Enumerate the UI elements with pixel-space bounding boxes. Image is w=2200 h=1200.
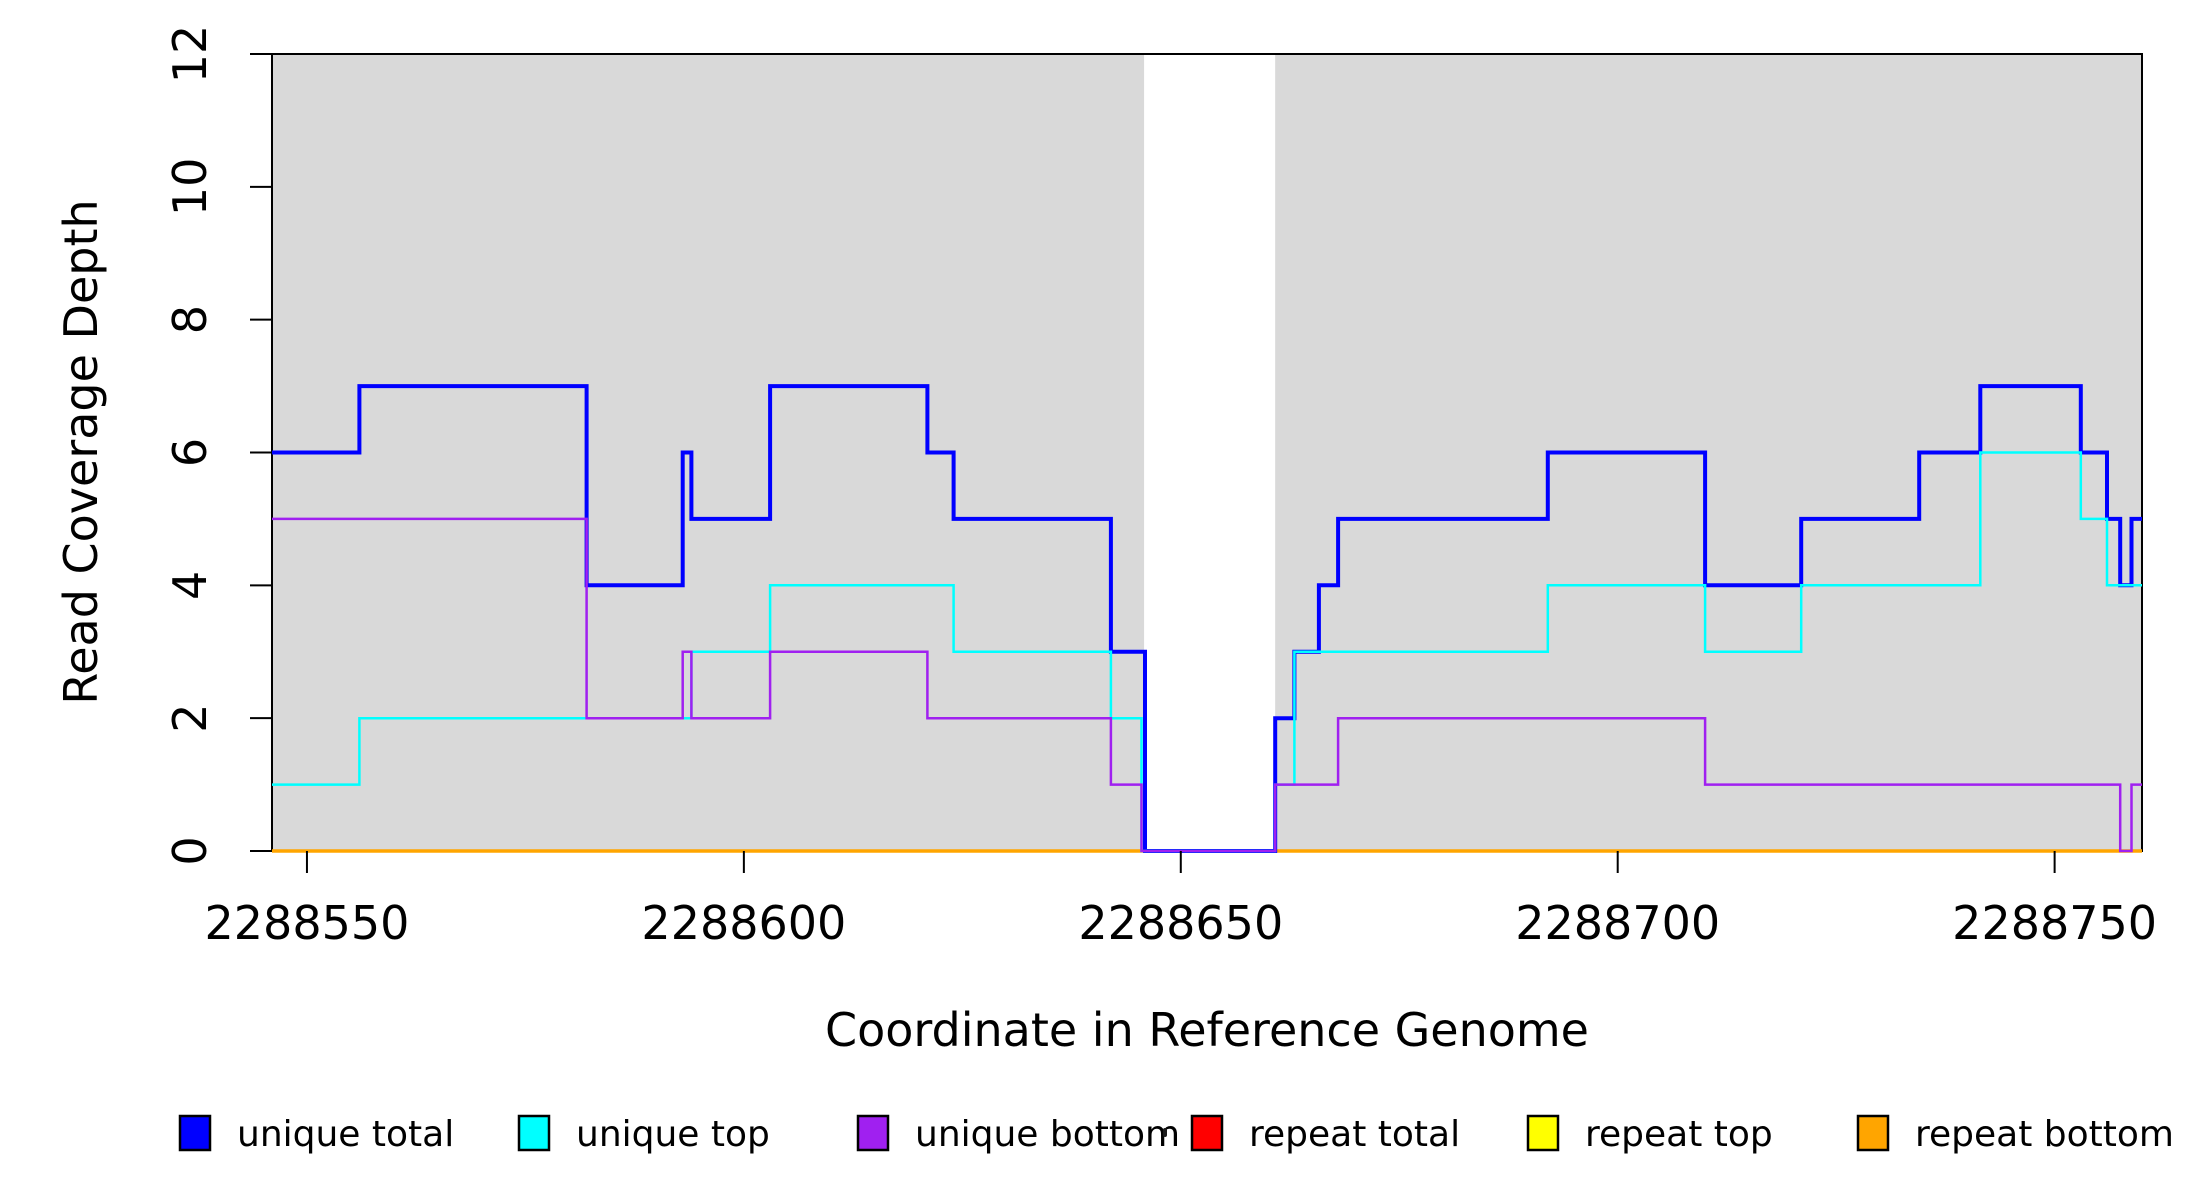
legend-label-unique-top: unique top	[576, 1114, 770, 1155]
legend-swatch-repeat-bottom	[1856, 1114, 1890, 1152]
x-axis-title: Coordinate in Reference Genome	[825, 1003, 1589, 1057]
y-tick-label: 8	[163, 305, 217, 334]
x-axis: 2288550 2288600 2288650 2288700 2288750	[205, 851, 2157, 950]
legend: unique total unique top unique bottom repea…	[178, 1114, 2174, 1155]
legend-label-repeat-bottom: repeat bottom	[1915, 1114, 2174, 1155]
legend-swatch-unique-bottom	[856, 1114, 890, 1152]
series-line-unique-bottom	[272, 517, 2142, 853]
legend-label-unique-total: unique total	[237, 1114, 454, 1155]
series-lines	[272, 384, 2142, 853]
shaded-region	[272, 54, 1145, 851]
y-tick-label: 4	[163, 571, 217, 600]
legend-swatch-unique-top	[517, 1114, 551, 1152]
x-tick-label: 2288650	[1078, 896, 1283, 950]
legend-label-repeat-top: repeat top	[1585, 1114, 1773, 1155]
legend-swatch-repeat-top	[1526, 1114, 1560, 1152]
legend-swatch-repeat-total	[1190, 1114, 1224, 1152]
shaded-regions	[272, 54, 2142, 851]
y-tick-label: 12	[163, 25, 217, 84]
x-tick-label: 2288600	[641, 896, 846, 950]
y-axis: 0 2 4 6 8 10 12	[163, 25, 272, 866]
x-tick-label: 2288700	[1515, 896, 1720, 950]
legend-label-repeat-total: repeat total	[1249, 1114, 1460, 1155]
y-tick-label: 2	[163, 704, 217, 733]
y-axis-title: Read Coverage Depth	[54, 199, 108, 704]
y-tick-label: 0	[163, 836, 217, 865]
y-tick-label: 6	[163, 438, 217, 467]
legend-swatch-unique-total	[178, 1114, 212, 1152]
x-tick-label: 2288750	[1952, 896, 2157, 950]
legend-label-unique-bottom: unique bottom	[915, 1114, 1180, 1155]
x-tick-label: 2288550	[205, 896, 410, 950]
legend-artifact-dot	[1163, 1128, 1167, 1137]
y-tick-label: 10	[163, 158, 217, 217]
